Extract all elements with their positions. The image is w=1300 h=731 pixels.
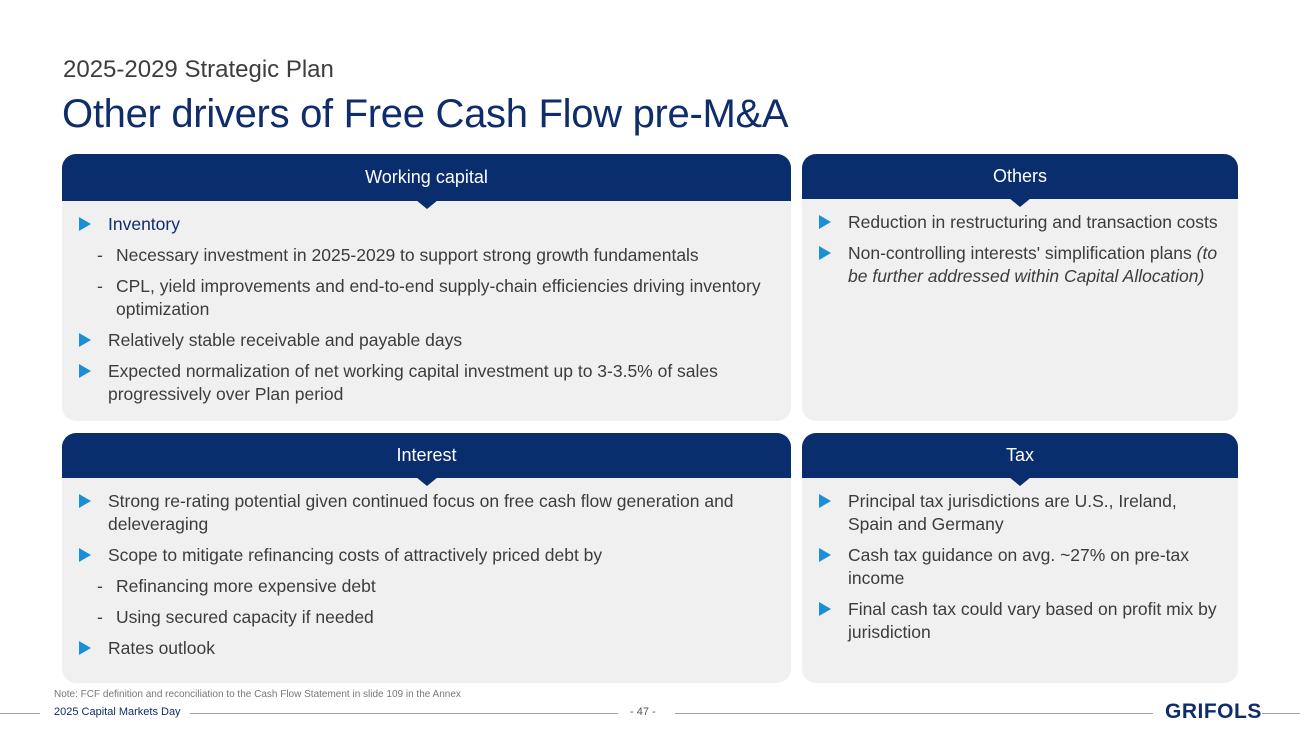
- list-item: Non-controlling interests' simplificatio…: [818, 242, 1222, 288]
- working-capital-title: Working capital: [365, 167, 488, 187]
- others-card: Others Reduction in restructuring and tr…: [802, 154, 1238, 421]
- interest-title: Interest: [396, 445, 457, 465]
- grifols-logo: GRIFOLS: [1165, 700, 1262, 723]
- list-item: CPL, yield improvements and end-to-end s…: [78, 275, 775, 321]
- others-title: Others: [992, 166, 1048, 186]
- working-capital-list: Inventory Necessary investment in 2025-2…: [78, 213, 775, 406]
- list-item: Rates outlook: [78, 637, 775, 660]
- footnote: Note: FCF definition and reconciliation …: [54, 689, 461, 700]
- list-item: Inventory: [78, 213, 775, 236]
- slide-title: Other drivers of Free Cash Flow pre-M&A: [62, 92, 789, 136]
- list-item-text: Non-controlling interests' simplificatio…: [848, 243, 1192, 263]
- list-item: Final cash tax could vary based on profi…: [818, 598, 1222, 644]
- others-list: Reduction in restructuring and transacti…: [818, 211, 1222, 288]
- others-header: Others: [802, 154, 1238, 207]
- list-item: Relatively stable receivable and payable…: [78, 329, 775, 352]
- footer-divider-middle: [190, 713, 618, 714]
- slide-subtitle: 2025-2029 Strategic Plan: [63, 56, 334, 83]
- interest-card: Interest Strong re-rating potential give…: [62, 433, 791, 683]
- tax-title: Tax: [1005, 445, 1034, 465]
- working-capital-header: Working capital: [62, 154, 791, 209]
- tax-header: Tax: [802, 433, 1238, 486]
- page-number: - 47 -: [630, 706, 656, 718]
- tax-list: Principal tax jurisdictions are U.S., Ir…: [818, 490, 1222, 644]
- list-item: Principal tax jurisdictions are U.S., Ir…: [818, 490, 1222, 536]
- working-capital-card: Working capital Inventory Necessary inve…: [62, 154, 791, 421]
- footer-divider-right: [675, 713, 1153, 714]
- list-item: Reduction in restructuring and transacti…: [818, 211, 1222, 234]
- interest-header: Interest: [62, 433, 791, 486]
- list-item: Scope to mitigate refinancing costs of a…: [78, 544, 775, 567]
- interest-list: Strong re-rating potential given continu…: [78, 490, 775, 660]
- list-item: Using secured capacity if needed: [78, 606, 775, 629]
- footer-divider-left: [0, 713, 40, 714]
- footer-divider-end: [1262, 713, 1300, 714]
- list-item: Refinancing more expensive debt: [78, 575, 775, 598]
- footer-event-name: 2025 Capital Markets Day: [54, 706, 181, 718]
- list-item: Expected normalization of net working ca…: [78, 360, 775, 406]
- tax-card: Tax Principal tax jurisdictions are U.S.…: [802, 433, 1238, 683]
- list-item: Strong re-rating potential given continu…: [78, 490, 775, 536]
- list-item: Cash tax guidance on avg. ~27% on pre-ta…: [818, 544, 1222, 590]
- list-item: Necessary investment in 2025-2029 to sup…: [78, 244, 775, 267]
- list-item-italic-note: (to be further addressed within Capital …: [848, 243, 1218, 286]
